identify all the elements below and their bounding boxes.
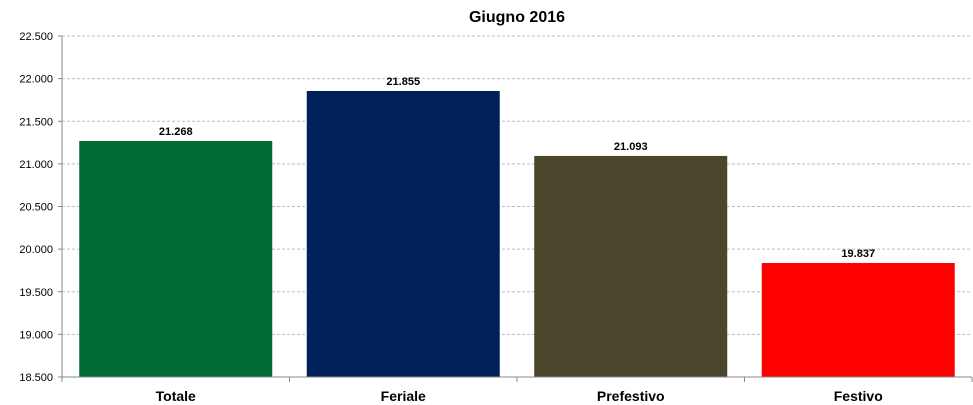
y-axis-ticks: 18.500 19.000 19.500 20.000 20.500 21.000 21.5… <box>19 31 62 384</box>
x-category-label: Feriale <box>381 388 426 404</box>
y-tick-label: 18.500 <box>19 372 53 384</box>
y-tick-label: 19.500 <box>19 287 53 299</box>
bar-totale <box>79 141 273 377</box>
y-tick-label: 22.500 <box>19 31 53 43</box>
bar-prefestivo <box>534 155 728 377</box>
bar-festivo <box>761 263 955 377</box>
y-tick-label: 22.000 <box>19 74 53 86</box>
chart-title: Giugno 2016 <box>469 9 565 26</box>
y-tick-label: 21.000 <box>19 159 53 171</box>
data-label: 21.093 <box>614 141 648 153</box>
y-tick-label: 19.000 <box>19 329 53 341</box>
data-label: 21.268 <box>159 126 193 138</box>
y-tick-label: 21.500 <box>19 116 53 128</box>
bar-feriale <box>306 90 500 377</box>
y-tick-label: 20.000 <box>19 244 53 256</box>
data-label: 19.837 <box>841 248 875 260</box>
axes <box>61 36 973 382</box>
data-label: 21.855 <box>386 76 420 88</box>
y-tick-label: 20.500 <box>19 202 53 214</box>
x-category-label: Totale <box>156 388 196 404</box>
x-category-label: Prefestivo <box>597 388 665 404</box>
data-labels: 21.268 21.855 21.093 19.837 <box>159 76 875 260</box>
bars <box>79 90 955 377</box>
x-axis-categories: Totale Feriale Prefestivo Festivo <box>156 388 883 404</box>
x-category-label: Festivo <box>834 388 883 404</box>
